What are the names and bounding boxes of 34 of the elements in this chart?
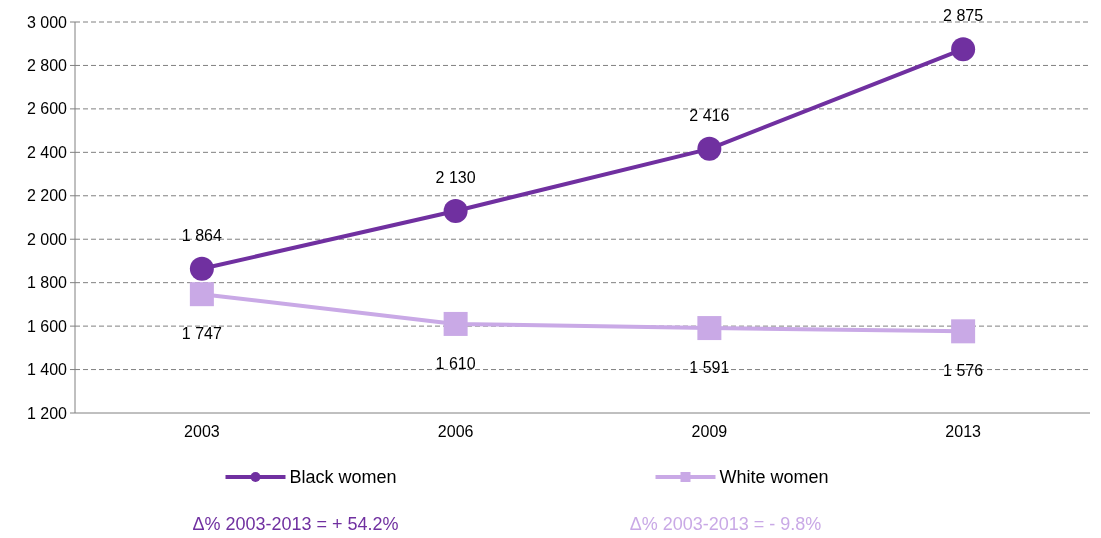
legend-label: Black women [289, 467, 397, 488]
data-label: 2 416 [689, 106, 730, 124]
point [189, 256, 214, 281]
point [443, 311, 468, 336]
point [951, 319, 976, 344]
legend-label: White women [719, 467, 829, 488]
y-tick-label: 2 000 [26, 230, 68, 248]
y-tick-label: 2 600 [26, 100, 68, 118]
data-label: 1 747 [181, 325, 222, 343]
point [697, 136, 722, 161]
x-tick-label: 2006 [437, 423, 474, 440]
y-tick-label: 2 800 [26, 57, 68, 75]
y-tick-label: 1 600 [26, 317, 68, 335]
data-label: 1 610 [435, 354, 476, 372]
point [189, 282, 214, 307]
y-tick-label: 1 200 [26, 404, 68, 422]
x-tick-label: 2003 [184, 423, 220, 440]
y-tick-label: 2 400 [26, 143, 68, 161]
text: Δ% 2003-2013 = + 54.2% [192, 514, 399, 534]
data-label: 2 130 [435, 168, 476, 186]
x-tick-label: 2009 [691, 423, 728, 440]
data-label: 1 591 [689, 359, 730, 377]
text: Δ% 2003-2013 = - 9.8% [629, 514, 822, 534]
data-label: 2 875 [943, 7, 984, 25]
x-tick-label: 2013 [945, 423, 982, 440]
point [443, 198, 468, 223]
y-tick-label: 3 000 [26, 13, 68, 31]
y-tick-label: 1 400 [26, 361, 68, 379]
data-label: 1 864 [181, 226, 222, 244]
data-label: 1 576 [943, 362, 984, 380]
point [697, 316, 722, 341]
y-tick-label: 1 800 [26, 274, 68, 292]
point [951, 37, 976, 62]
y-tick-label: 2 200 [26, 187, 68, 205]
